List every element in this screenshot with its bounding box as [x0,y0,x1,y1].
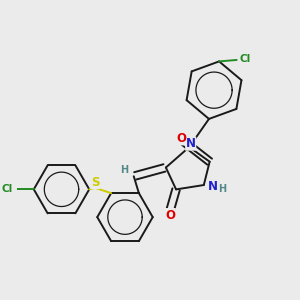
Text: O: O [165,208,175,222]
Text: Cl: Cl [239,54,250,64]
Text: N: N [208,180,218,193]
Text: H: H [120,165,128,176]
Text: O: O [176,132,186,145]
Text: Cl: Cl [1,184,12,194]
Text: N: N [186,137,196,150]
Text: S: S [91,176,99,188]
Text: H: H [218,184,226,194]
